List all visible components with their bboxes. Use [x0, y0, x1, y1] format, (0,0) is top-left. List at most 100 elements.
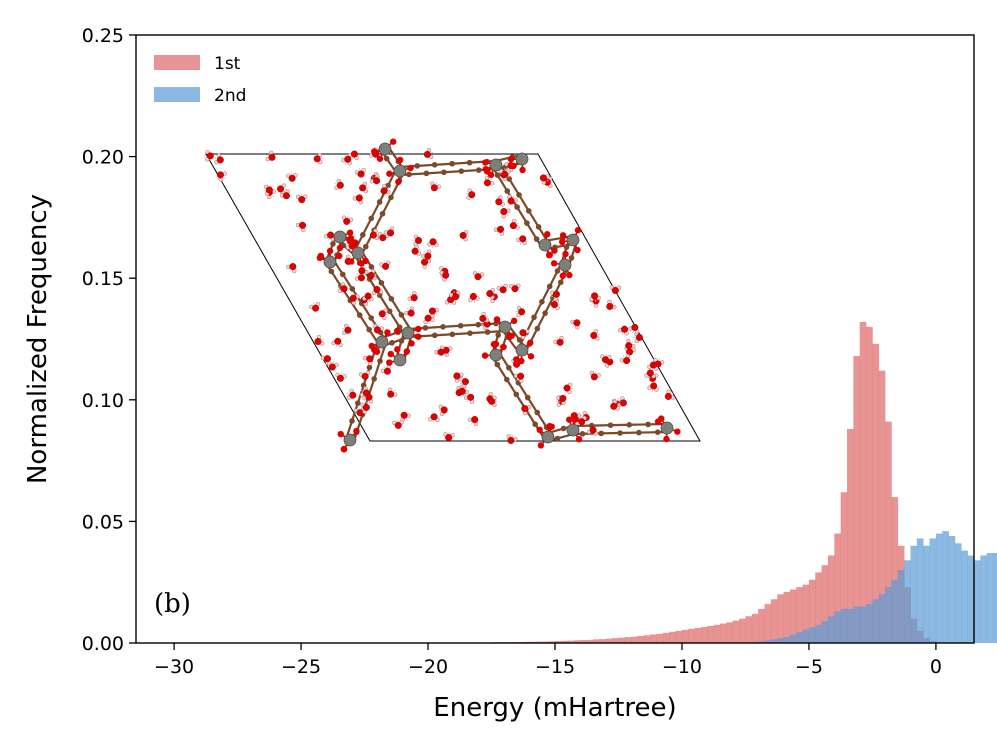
bar-1st-58: [847, 428, 854, 643]
bar-2nd-64: [885, 587, 892, 643]
bar-1st-44: [758, 608, 765, 643]
bar-1st-61: [866, 326, 873, 643]
bar-1st-39: [726, 622, 734, 643]
bar-2nd-74: [948, 535, 956, 643]
bar-2nd-80: [986, 553, 994, 643]
bar-1st-31: [675, 630, 683, 643]
bar-2nd-79: [980, 555, 987, 643]
y-axis-ticks: 0.00 0.05 0.10 0.15 0.20 0.25: [82, 25, 136, 655]
bar-1st-15: [574, 640, 581, 643]
bar-1st-9: [535, 641, 543, 643]
bar-1st-32: [681, 629, 689, 643]
bar-1st-23: [624, 637, 632, 643]
series-2nd: [745, 531, 997, 643]
bar-2nd-75: [954, 543, 962, 643]
bar-2nd-58: [847, 608, 854, 643]
bar-1st-51: [802, 584, 810, 643]
bar-2nd-63: [878, 594, 886, 643]
bar-1st-28: [656, 633, 664, 643]
bar-1st-20: [605, 638, 613, 643]
bar-1st-53: [815, 572, 822, 643]
bar-1st-43: [751, 613, 759, 643]
bar-2nd-46: [770, 639, 778, 643]
bar-1st-36: [707, 625, 715, 643]
bar-1st-62: [872, 343, 880, 643]
legend-swatch-1st: [154, 55, 200, 70]
bar-2nd-53: [815, 624, 822, 643]
x-tick-label: −25: [281, 656, 321, 678]
bar-1st-56: [834, 533, 841, 643]
legend: 1st 2nd: [154, 54, 246, 106]
bar-1st-55: [827, 555, 835, 643]
bar-1st-22: [618, 637, 626, 643]
bar-1st-37: [713, 624, 721, 643]
bar-1st-49: [789, 589, 797, 643]
bar-2nd-49: [789, 634, 797, 643]
bar-1st-41: [739, 618, 746, 643]
bar-1st-17: [586, 639, 594, 643]
bar-1st-50: [796, 587, 803, 643]
bar-2nd-55: [827, 616, 835, 643]
x-tick-label: −20: [408, 656, 448, 678]
bar-1st-25: [637, 635, 645, 643]
bar-1st-60: [859, 321, 867, 643]
bar-1st-21: [612, 638, 619, 643]
y-tick-label: 0.00: [82, 633, 124, 655]
bar-2nd-69: [916, 538, 924, 643]
water-molecules: [203, 147, 675, 444]
inset-molecular-structure: [203, 138, 701, 453]
bar-2nd-81: [993, 553, 997, 643]
bar-2nd-60: [859, 606, 867, 643]
bar-1st-10: [542, 641, 549, 643]
bar-2nd-56: [834, 611, 841, 643]
bar-1st-45: [764, 604, 772, 643]
bar-1st-54: [821, 565, 829, 643]
y-tick-label: 0.10: [82, 390, 124, 412]
panel-label: (b): [154, 589, 191, 619]
bar-1st-11: [548, 641, 556, 643]
bar-1st-30: [669, 631, 676, 643]
bar-2nd-67: [904, 560, 911, 643]
bar-2nd-47: [777, 638, 784, 643]
bar-1st-18: [593, 639, 600, 643]
bar-2nd-52: [808, 627, 816, 643]
x-tick-label: 0: [930, 656, 942, 678]
bar-1st-38: [720, 623, 727, 643]
bar-2nd-73: [942, 531, 949, 643]
bar-1st-52: [808, 579, 816, 643]
bar-2nd-51: [802, 629, 810, 643]
bar-2nd-62: [872, 599, 880, 643]
y-tick-label: 0.05: [82, 511, 124, 533]
bar-2nd-70: [923, 545, 930, 643]
bar-1st-13: [561, 640, 568, 643]
legend-label-2nd: 2nd: [214, 86, 246, 106]
bar-2nd-54: [821, 621, 829, 643]
bar-2nd-76: [961, 550, 968, 643]
bar-2nd-77: [967, 555, 975, 643]
legend-swatch-2nd: [154, 87, 200, 102]
bar-1st-27: [650, 634, 657, 643]
bar-1st-57: [840, 492, 848, 643]
bar-2nd-78: [974, 560, 981, 643]
x-tick-label: −30: [154, 656, 194, 678]
y-tick-label: 0.25: [82, 25, 124, 47]
metal-nodes: [316, 138, 681, 453]
bar-1st-65: [891, 497, 899, 643]
legend-label-1st: 1st: [214, 54, 241, 74]
bar-2nd-72: [935, 533, 943, 643]
x-axis-ticks: −30 −25 −20 −15 −10 −5 0: [154, 643, 942, 678]
bar-2nd-68: [910, 545, 918, 643]
bar-2nd-57: [840, 608, 848, 643]
bar-1st-46: [770, 599, 778, 643]
x-tick-label: −10: [662, 656, 702, 678]
histogram-bars: [478, 321, 997, 643]
bar-1st-34: [694, 627, 702, 643]
bar-1st-12: [555, 641, 562, 643]
bar-2nd-65: [891, 579, 899, 643]
bar-2nd-50: [796, 632, 803, 643]
bar-2nd-66: [897, 570, 905, 643]
bar-2nd-48: [783, 636, 791, 643]
y-tick-label: 0.15: [82, 268, 124, 290]
bar-1st-35: [701, 626, 708, 643]
